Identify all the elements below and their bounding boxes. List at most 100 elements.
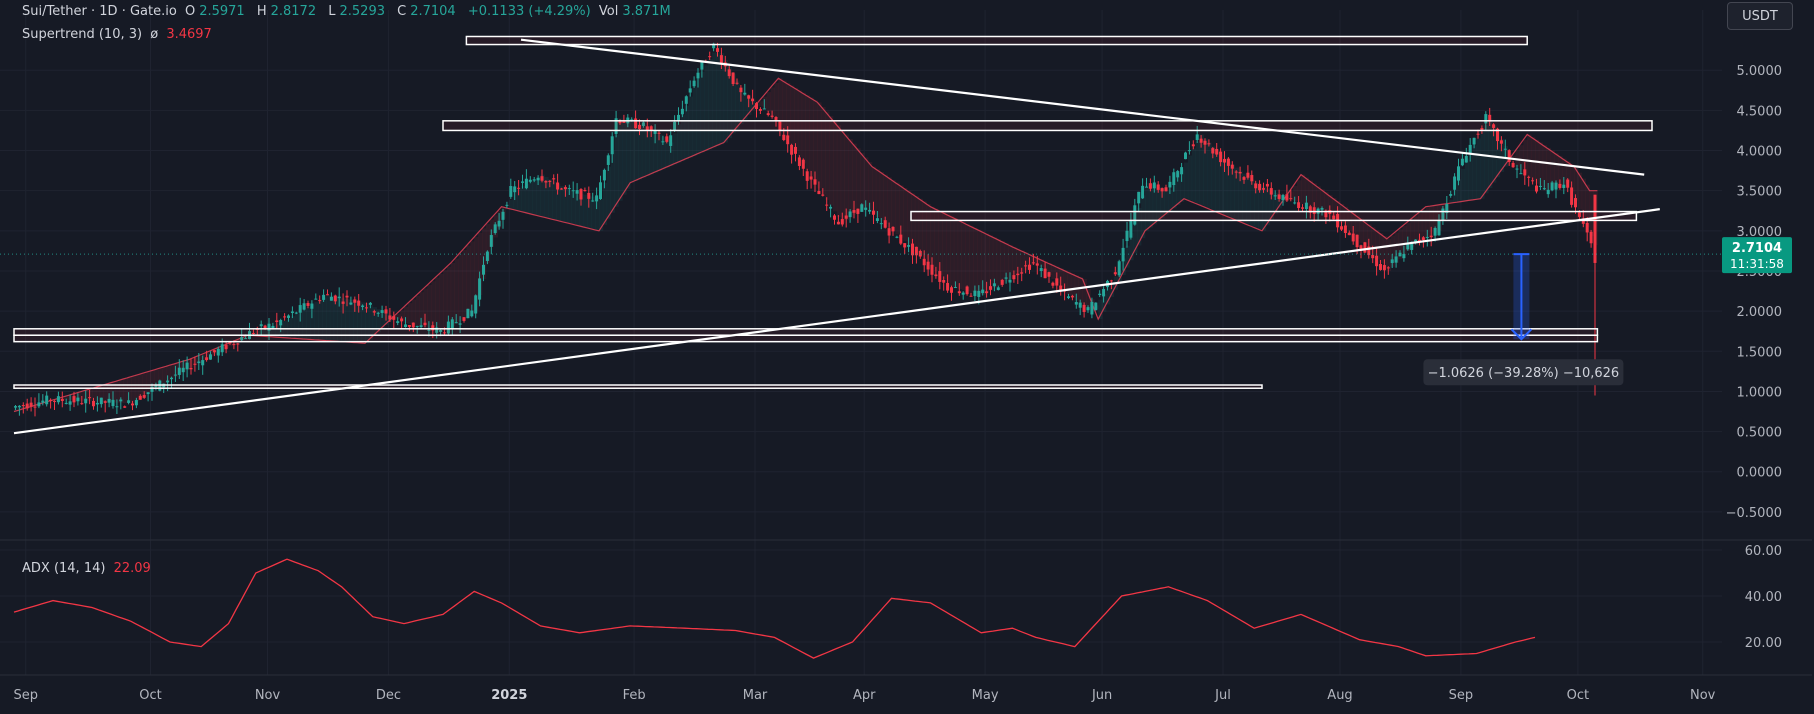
candle-body [1379, 264, 1382, 270]
supertrend-fill [1301, 175, 1305, 204]
supertrend-value: 3.4697 [166, 27, 212, 42]
candle-body [1028, 265, 1031, 270]
candle-body [361, 306, 364, 307]
candle-body [1586, 223, 1589, 232]
candle-body [1508, 150, 1511, 162]
candle-body [1516, 169, 1519, 170]
supertrend-fill [997, 239, 1001, 286]
supertrend-fill [1180, 170, 1184, 202]
supertrend-fill [973, 228, 977, 293]
candle-body [1266, 184, 1269, 187]
candle-body [771, 116, 774, 117]
supertrend-fill [1293, 186, 1297, 202]
adx-value: 22.09 [114, 561, 151, 576]
supertrend-fill [408, 303, 412, 324]
candle-body [65, 403, 68, 404]
supertrend-fill [946, 214, 950, 283]
supertrend-fill [1262, 187, 1266, 231]
supertrend-fill [201, 355, 205, 361]
candle-body [73, 396, 76, 402]
candle-body [1211, 148, 1214, 153]
candle-body [810, 176, 813, 179]
candle-body [170, 378, 173, 379]
candle-body [1570, 187, 1573, 204]
candle-body [544, 181, 547, 182]
time-tick-label: Feb [623, 688, 646, 703]
supertrend-fill [96, 387, 100, 402]
candle-body [802, 160, 805, 169]
supertrend-fill [646, 126, 650, 176]
supertrend-fill [1219, 155, 1223, 214]
candle-body [14, 406, 17, 407]
currency-button[interactable]: USDT [1727, 2, 1793, 30]
candle-body [849, 211, 852, 217]
time-tick-label: Sep [1449, 688, 1474, 703]
supertrend-fill [1317, 186, 1321, 209]
supertrend-fill [1539, 143, 1543, 188]
candle-body [1270, 188, 1273, 195]
candle-body [1145, 187, 1148, 188]
candle-body [973, 291, 976, 296]
time-tick-label: Jul [1214, 688, 1231, 703]
supertrend-fill [190, 359, 194, 367]
candle-body [697, 73, 700, 79]
vol-label: Vol [599, 4, 618, 19]
candle-body [1348, 233, 1351, 235]
candle-body [1504, 149, 1507, 150]
candle-body [946, 283, 949, 291]
candle-body [1363, 242, 1366, 252]
candle-body [1469, 145, 1472, 153]
supertrend-fill [856, 148, 860, 212]
supertrend-legend[interactable]: Supertrend (10, 3) ø 3.4697 [22, 27, 216, 42]
candle-body [739, 88, 742, 92]
supertrend-fill [817, 102, 821, 188]
candle-body [287, 316, 290, 318]
supertrend-fill [1215, 151, 1219, 212]
candle-body [1543, 188, 1546, 189]
candle-body [353, 299, 356, 302]
supertrend-fill [1387, 239, 1391, 271]
candle-body [755, 103, 758, 109]
candle-body [505, 205, 508, 206]
supertrend-fill [1555, 153, 1559, 186]
supertrend-fill [1184, 163, 1188, 199]
candle-body [1562, 185, 1565, 188]
supertrend-fill [119, 380, 123, 403]
supertrend-fill [1527, 134, 1531, 176]
candle-body [576, 190, 579, 194]
candle-body [451, 319, 454, 328]
time-tick-label: Jun [1091, 688, 1112, 703]
price-tick-label: 5.0000 [1737, 64, 1783, 79]
candle-body [1184, 153, 1187, 160]
supertrend-fill [1570, 164, 1574, 192]
candle-body [1129, 221, 1132, 238]
supertrend-fill [849, 139, 853, 217]
supertrend-fill [1469, 152, 1473, 201]
candle-body [388, 315, 391, 319]
supertrend-fill [845, 134, 849, 220]
supertrend-fill [583, 195, 587, 227]
candle-body [1110, 280, 1113, 281]
candle-body [1126, 231, 1129, 241]
candle-body [1032, 262, 1035, 263]
candle-body [404, 324, 407, 327]
supertrend-fill [591, 197, 595, 229]
candle-body [1285, 194, 1288, 200]
supertrend-fill [634, 123, 638, 181]
candle-body [1430, 236, 1433, 238]
symbol-title[interactable]: Sui/Tether · 1D · Gate.io [22, 4, 177, 19]
candle-body [209, 354, 212, 359]
supertrend-fill [1305, 178, 1309, 206]
candle-body [100, 398, 103, 404]
candle-body [903, 243, 906, 247]
candle-body [541, 176, 544, 181]
adx-legend[interactable]: ADX (14, 14) 22.09 [22, 561, 155, 576]
supertrend-fill [1079, 277, 1083, 303]
support-resistance-zone [14, 335, 1597, 341]
candle-body [817, 191, 820, 194]
candle-body [1531, 180, 1534, 181]
candle-body [396, 321, 399, 323]
supertrend-fill [1063, 270, 1067, 291]
